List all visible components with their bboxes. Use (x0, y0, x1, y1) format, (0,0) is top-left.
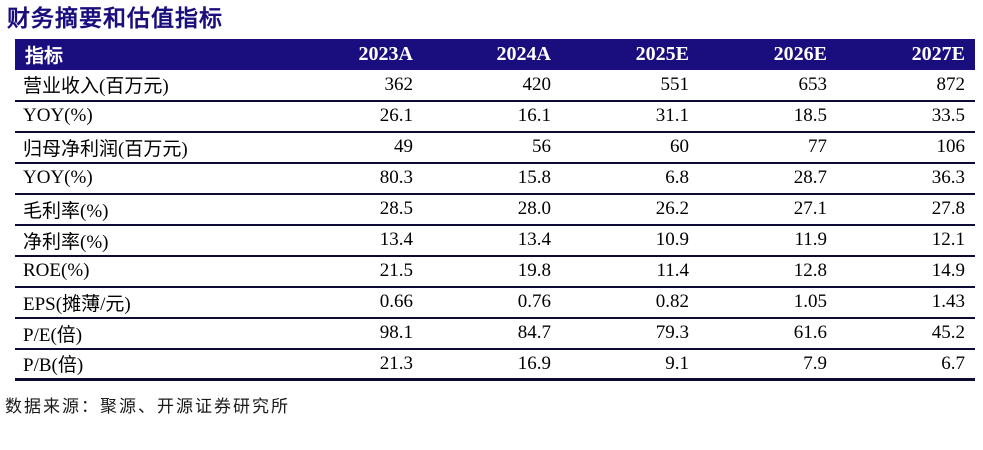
cell-value: 0.76 (423, 286, 561, 319)
cell-value: 0.82 (561, 286, 699, 319)
cell-value: 61.6 (699, 317, 837, 350)
cell-value: 1.05 (699, 286, 837, 319)
cell-value: 0.66 (285, 286, 423, 319)
table-row-eps: EPS(摊薄/元) 0.66 0.76 0.82 1.05 1.43 (15, 286, 975, 319)
cell-value: 872 (837, 69, 975, 102)
cell-value: 60 (561, 131, 699, 164)
cell-value: 106 (837, 131, 975, 164)
col-header-2026e: 2026E (699, 38, 837, 70)
cell-value: 13.4 (285, 224, 423, 257)
cell-value: 28.0 (423, 193, 561, 226)
financial-summary-table: 指标 2023A 2024A 2025E 2026E 2027E 营业收入(百万… (15, 38, 975, 382)
cell-value: 77 (699, 131, 837, 164)
table-header-row: 指标 2023A 2024A 2025E 2026E 2027E (15, 38, 975, 70)
table-row-revenue-yoy: YOY(%) 26.1 16.1 31.1 18.5 33.5 (15, 100, 975, 133)
table-row-roe: ROE(%) 21.5 19.8 11.4 12.8 14.9 (15, 255, 975, 288)
row-label: 营业收入(百万元) (15, 69, 285, 102)
cell-value: 10.9 (561, 224, 699, 257)
cell-value: 1.43 (837, 286, 975, 319)
table-row-pe: P/E(倍) 98.1 84.7 79.3 61.6 45.2 (15, 317, 975, 350)
cell-value: 27.8 (837, 193, 975, 226)
row-label: 毛利率(%) (15, 193, 285, 226)
cell-value: 21.3 (285, 348, 423, 382)
cell-value: 18.5 (699, 100, 837, 133)
cell-value: 28.5 (285, 193, 423, 226)
table-row-net-margin: 净利率(%) 13.4 13.4 10.9 11.9 12.1 (15, 224, 975, 257)
table-row-revenue: 营业收入(百万元) 362 420 551 653 872 (15, 69, 975, 102)
cell-value: 19.8 (423, 255, 561, 288)
col-header-2023a: 2023A (285, 38, 423, 70)
cell-value: 6.7 (837, 348, 975, 382)
cell-value: 16.1 (423, 100, 561, 133)
cell-value: 12.1 (837, 224, 975, 257)
cell-value: 12.8 (699, 255, 837, 288)
cell-value: 9.1 (561, 348, 699, 382)
row-label: P/B(倍) (15, 348, 285, 382)
cell-value: 653 (699, 69, 837, 102)
cell-value: 16.9 (423, 348, 561, 382)
cell-value: 84.7 (423, 317, 561, 350)
cell-value: 56 (423, 131, 561, 164)
col-header-2024a: 2024A (423, 38, 561, 70)
row-label: EPS(摊薄/元) (15, 286, 285, 319)
row-label: 净利率(%) (15, 224, 285, 257)
row-label: ROE(%) (15, 255, 285, 288)
cell-value: 551 (561, 69, 699, 102)
cell-value: 21.5 (285, 255, 423, 288)
table-row-profit-yoy: YOY(%) 80.3 15.8 6.8 28.7 36.3 (15, 162, 975, 195)
cell-value: 28.7 (699, 162, 837, 195)
row-label: P/E(倍) (15, 317, 285, 350)
cell-value: 79.3 (561, 317, 699, 350)
cell-value: 80.3 (285, 162, 423, 195)
cell-value: 11.4 (561, 255, 699, 288)
cell-value: 14.9 (837, 255, 975, 288)
cell-value: 27.1 (699, 193, 837, 226)
cell-value: 98.1 (285, 317, 423, 350)
cell-value: 13.4 (423, 224, 561, 257)
cell-value: 362 (285, 69, 423, 102)
col-header-metric: 指标 (15, 38, 285, 70)
col-header-2025e: 2025E (561, 38, 699, 70)
cell-value: 49 (285, 131, 423, 164)
data-source-note: 数据来源：聚源、开源证券研究所 (5, 397, 290, 417)
page-title: 财务摘要和估值指标 (7, 6, 223, 31)
cell-value: 7.9 (699, 348, 837, 382)
cell-value: 26.2 (561, 193, 699, 226)
cell-value: 45.2 (837, 317, 975, 350)
cell-value: 36.3 (837, 162, 975, 195)
row-label: YOY(%) (15, 100, 285, 133)
table-row-net-profit: 归母净利润(百万元) 49 56 60 77 106 (15, 131, 975, 164)
table-row-pb: P/B(倍) 21.3 16.9 9.1 7.9 6.7 (15, 348, 975, 382)
row-label: YOY(%) (15, 162, 285, 195)
cell-value: 11.9 (699, 224, 837, 257)
cell-value: 420 (423, 69, 561, 102)
cell-value: 6.8 (561, 162, 699, 195)
row-label: 归母净利润(百万元) (15, 131, 285, 164)
col-header-2027e: 2027E (837, 38, 975, 70)
table-row-gross-margin: 毛利率(%) 28.5 28.0 26.2 27.1 27.8 (15, 193, 975, 226)
cell-value: 15.8 (423, 162, 561, 195)
cell-value: 26.1 (285, 100, 423, 133)
cell-value: 31.1 (561, 100, 699, 133)
cell-value: 33.5 (837, 100, 975, 133)
